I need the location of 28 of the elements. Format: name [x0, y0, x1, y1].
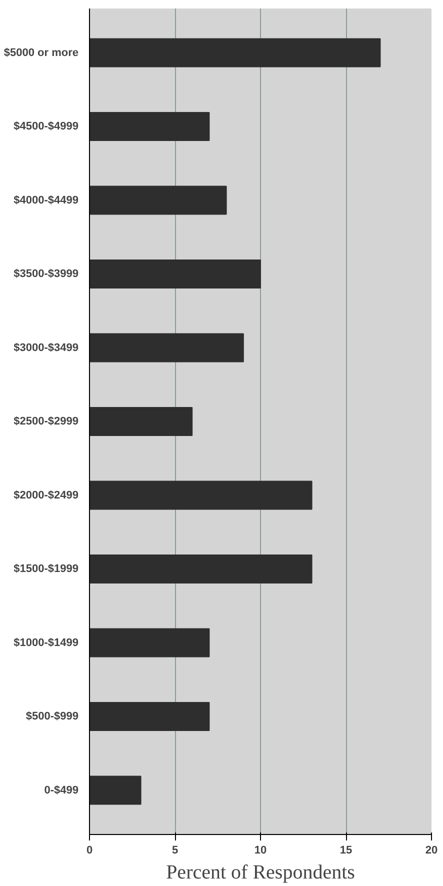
y-tick-label: $1500-$1999 — [14, 563, 79, 575]
y-tick-label: $4500-$4999 — [14, 120, 79, 132]
y-tick-label: $2500-$2999 — [14, 416, 79, 428]
bar — [90, 702, 210, 732]
bar — [90, 259, 261, 289]
y-tick-label: 0-$499 — [44, 784, 79, 796]
bar — [90, 333, 244, 362]
bar — [90, 776, 142, 805]
y-tick-label: $2000-$2499 — [14, 489, 79, 502]
y-tick-label: $5000 or more — [4, 46, 79, 59]
x-tick-label: 5 — [172, 844, 178, 856]
x-tick-label: 10 — [254, 844, 267, 856]
bar — [90, 112, 210, 142]
x-axis-title: Percent of Respondents — [166, 862, 356, 884]
y-tick-label: $3500-$3999 — [14, 268, 79, 280]
y-tick-label: $500-$999 — [26, 710, 79, 722]
bar — [90, 628, 210, 658]
bar — [90, 406, 193, 436]
y-tick-label: $1000-$1499 — [14, 636, 79, 649]
bar — [90, 480, 312, 510]
x-tick-label: 0 — [86, 844, 93, 856]
x-tick-label: 15 — [340, 844, 352, 856]
bar — [90, 554, 312, 584]
y-tick-label: $4000-$4499 — [14, 194, 79, 206]
bar — [90, 186, 227, 215]
bar — [90, 38, 381, 68]
x-tick-label: 20 — [425, 844, 438, 856]
y-tick-label: $3000-$3499 — [14, 342, 79, 354]
